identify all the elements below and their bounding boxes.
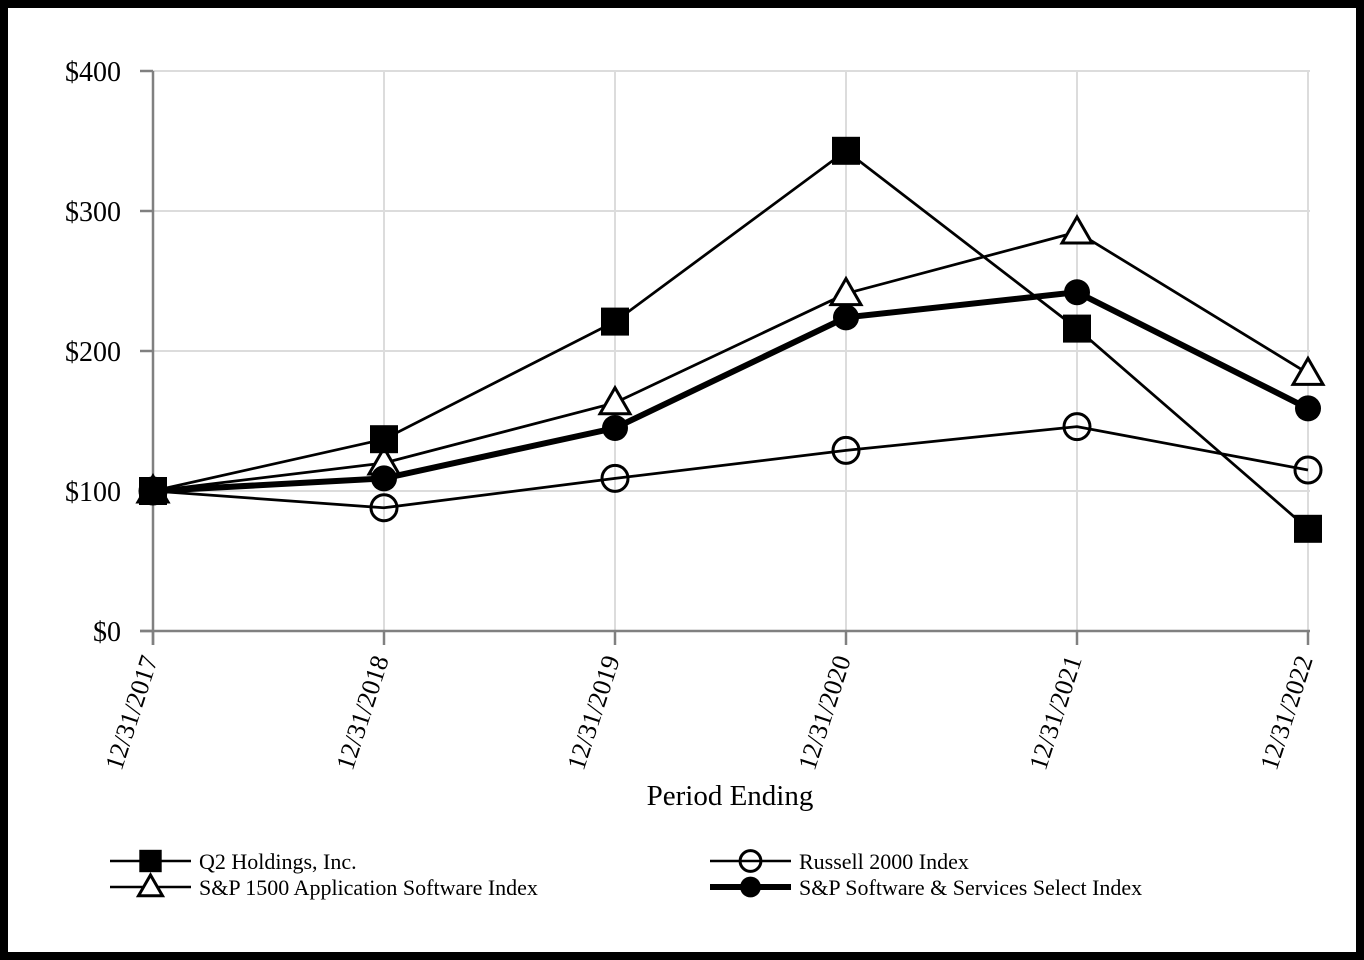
marker-q2-holdings-inc xyxy=(1063,314,1091,343)
x-axis-tick-label: 12/31/2022 xyxy=(1255,652,1319,774)
y-axis-tick-label: $100 xyxy=(65,477,121,508)
series-markers xyxy=(135,136,1326,543)
legend-item-q2-holdings-inc: Q2 Holdings, Inc. xyxy=(110,849,357,874)
marker-s-p-software-services-select-index xyxy=(371,465,397,492)
y-axis-tick-label: $200 xyxy=(65,337,121,368)
marker-q2-holdings-inc xyxy=(832,136,860,165)
legend-label: Russell 2000 Index xyxy=(799,849,969,874)
marker-russell-2000-index xyxy=(600,463,630,493)
marker-russell-2000-index xyxy=(369,493,399,523)
x-axis-tick-label: 12/31/2021 xyxy=(1024,652,1088,774)
x-axis-tick-labels: 12/31/2017 12/31/2018 12/31/2019 12/31/2020… xyxy=(100,652,1319,774)
marker-q2-holdings-inc xyxy=(370,425,398,454)
legend-label: S&P Software & Services Select Index xyxy=(799,875,1142,900)
legend-marker-russell-2000-index xyxy=(738,849,763,873)
series-lines xyxy=(152,149,1310,530)
y-axis-tick-label: $0 xyxy=(93,617,121,648)
axes xyxy=(140,69,1310,645)
x-axis-tick-label: 12/31/2017 xyxy=(100,652,164,774)
x-axis-tick-label: 12/31/2019 xyxy=(562,652,626,774)
legend-marker-s-p-1500-application-software-index xyxy=(135,871,166,898)
x-axis-title: Period Ending xyxy=(647,780,814,812)
stock-performance-chart: $400$300$200$100$0 12/31/2017 12/31/2018 1… xyxy=(65,57,1326,900)
series-line-s-p-software-services-select-index xyxy=(152,289,1310,494)
legend-label: Q2 Holdings, Inc. xyxy=(199,849,357,874)
gridlines xyxy=(153,70,1310,631)
x-axis-tick-label: 12/31/2020 xyxy=(793,652,857,774)
legend-item-russell-2000-index: Russell 2000 Index xyxy=(710,849,969,874)
y-axis-tick-label: $300 xyxy=(65,197,121,228)
marker-q2-holdings-inc xyxy=(139,477,167,505)
y-axis-tick-labels: $400 $300 $200 $100 $0 xyxy=(65,57,121,648)
marker-s-p-software-services-select-index xyxy=(1295,395,1321,422)
series-line-russell-2000-index xyxy=(152,425,1309,510)
marker-s-p-software-services-select-index xyxy=(602,415,628,441)
legend-item-s-p-software-services-select-index: S&P Software & Services Select Index xyxy=(710,875,1142,900)
series-line-q2-holdings-inc xyxy=(152,149,1309,530)
legend-marker-q2-holdings-inc xyxy=(139,849,162,873)
legend-item-s-p-1500-application-software-index: S&P 1500 Application Software Index xyxy=(110,871,538,900)
marker-s-p-1500-application-software-index xyxy=(1059,213,1095,245)
legend-marker-s-p-software-services-select-index xyxy=(740,876,761,898)
marker-s-p-1500-application-software-index xyxy=(1290,355,1326,386)
marker-q2-holdings-inc xyxy=(601,307,629,336)
marker-russell-2000-index xyxy=(831,435,861,465)
marker-s-p-software-services-select-index xyxy=(833,304,859,331)
marker-russell-2000-index xyxy=(1293,455,1323,485)
marker-q2-holdings-inc xyxy=(1294,514,1322,543)
y-axis-tick-label: $400 xyxy=(65,57,121,88)
marker-russell-2000-index xyxy=(1062,412,1092,442)
series-line-s-p-1500-application-software-index xyxy=(152,230,1309,493)
legend-label: S&P 1500 Application Software Index xyxy=(199,875,538,900)
x-axis-tick-label: 12/31/2018 xyxy=(331,652,395,774)
marker-s-p-1500-application-software-index xyxy=(597,384,633,416)
marker-s-p-software-services-select-index xyxy=(1064,279,1090,306)
legend: Q2 Holdings, Inc.S&P 1500 Application So… xyxy=(110,849,1142,900)
